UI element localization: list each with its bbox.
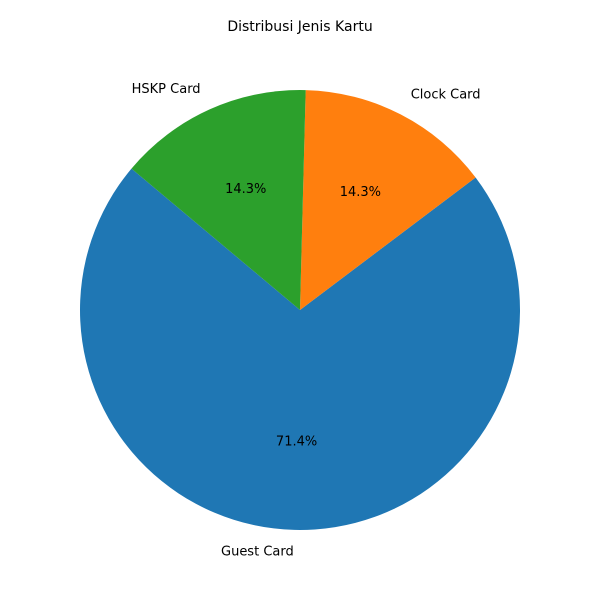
pie-slice-clock-card: [300, 90, 476, 310]
slice-percent-label: 14.3%: [225, 182, 266, 197]
slice-percent-label: 14.3%: [340, 185, 381, 200]
pie-slice-guest-card: [79, 168, 521, 531]
slice-label: HSKP Card: [132, 82, 201, 97]
slice-label: Clock Card: [411, 87, 481, 102]
pie-slices: [79, 90, 521, 531]
slice-label: Guest Card: [221, 544, 294, 559]
pie-slice-hskp-card: [131, 90, 306, 310]
slice-percent-label: 71.4%: [276, 434, 317, 449]
chart-title: Distribusi Jenis Kartu: [227, 19, 372, 35]
pie-labels: Guest Card 71.4% Clock Card 14.3% HSKP Card 1…: [132, 82, 481, 560]
